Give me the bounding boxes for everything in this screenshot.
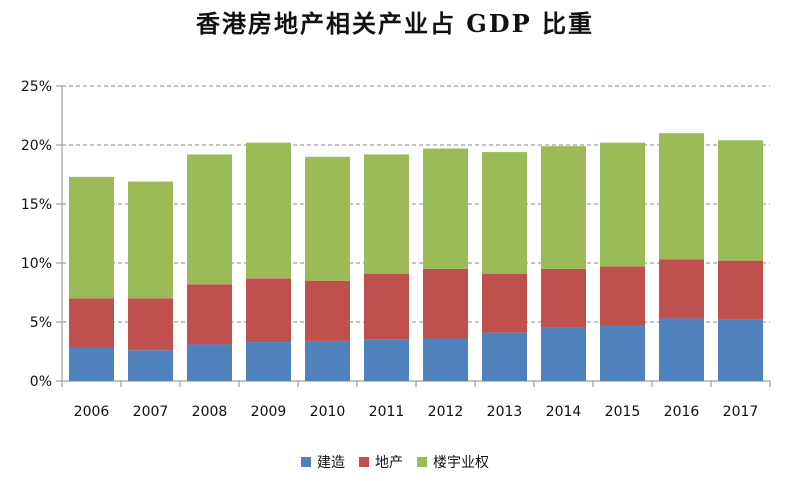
x-axis-tick-label: 2016 [664, 404, 700, 420]
y-axis-tick-label: 15% [21, 197, 52, 213]
bar-segment-building-ownership [541, 146, 586, 269]
x-axis-tick-label: 2012 [428, 404, 464, 420]
bar-segment-construction [423, 338, 468, 381]
bar-segment-construction [187, 344, 232, 381]
x-axis-tick-label: 2006 [74, 404, 110, 420]
bar-segment-real-estate [482, 273, 527, 333]
bar-segment-building-ownership [305, 156, 350, 281]
bar-segment-building-ownership [69, 176, 114, 299]
bar-segment-real-estate [718, 260, 763, 320]
x-axis-tick-label: 2013 [487, 404, 523, 420]
bar-segment-real-estate [659, 259, 704, 319]
x-axis-tick-label: 2010 [310, 404, 346, 420]
bar-segment-building-ownership [364, 154, 409, 274]
bar-segment-building-ownership [659, 133, 704, 260]
y-axis-tick-label: 0% [30, 374, 52, 390]
bar-segment-construction [69, 347, 114, 381]
bar-segment-construction [482, 332, 527, 381]
legend-item-real-estate: 地产 [359, 452, 403, 472]
bar-segment-building-ownership [187, 154, 232, 285]
x-axis-tick-label: 2017 [723, 404, 759, 420]
y-axis-tick-label: 20% [21, 138, 52, 154]
bar-segment-building-ownership [482, 152, 527, 274]
bar-segment-real-estate [305, 280, 350, 341]
x-axis-tick-label: 2009 [251, 404, 287, 420]
x-axis-tick-label: 2011 [369, 404, 405, 420]
bar-segment-building-ownership [246, 142, 291, 279]
legend-swatch-construction [301, 457, 311, 467]
legend-label-construction: 建造 [317, 455, 345, 471]
chart-title: 香港房地产相关产业占 GDP 比重 [195, 9, 595, 38]
bar-segment-construction [246, 342, 291, 381]
axes-layer [56, 85, 771, 387]
bar-segment-real-estate [128, 298, 173, 351]
bar-segment-real-estate [69, 298, 114, 348]
bar-segment-construction [364, 339, 409, 381]
y-axis-tick-label: 25% [21, 79, 52, 95]
grid-layer [62, 85, 770, 323]
bar-segment-building-ownership [128, 181, 173, 299]
bar-segment-construction [659, 318, 704, 381]
bar-segment-building-ownership [600, 142, 645, 267]
bar-segment-building-ownership [718, 140, 763, 261]
legend-item-building-ownership: 楼宇业权 [417, 452, 489, 472]
bar-segment-construction [128, 350, 173, 381]
bar-segment-real-estate [541, 268, 586, 328]
bar-segment-construction [600, 325, 645, 381]
x-axis-tick-label: 2014 [546, 404, 582, 420]
bar-segment-real-estate [246, 278, 291, 343]
bar-segment-construction [718, 319, 763, 381]
x-axis-tick-label: 2007 [133, 404, 169, 420]
x-axis-tick-label: 2008 [192, 404, 228, 420]
legend-swatch-building-ownership [417, 457, 427, 467]
bar-segment-real-estate [423, 268, 468, 339]
y-axis-tick-label: 10% [21, 256, 52, 272]
x-axis-tick-label: 2015 [605, 404, 641, 420]
bar-segment-building-ownership [423, 148, 468, 269]
chart-legend: 建造 地产 楼宇业权 [0, 452, 790, 472]
legend-label-building-ownership: 楼宇业权 [433, 455, 489, 471]
bar-segment-real-estate [364, 273, 409, 340]
legend-swatch-real-estate [359, 457, 369, 467]
bars-layer [69, 133, 763, 381]
y-axis-tick-label: 5% [30, 315, 52, 331]
legend-label-real-estate: 地产 [375, 455, 403, 471]
bar-segment-real-estate [600, 266, 645, 326]
legend-item-construction: 建造 [301, 452, 345, 472]
bar-segment-real-estate [187, 284, 232, 345]
x-axis-tick-labels: 2006 2007 2008 2009 2010 2011 2012 2013 2014 2015… [74, 404, 759, 420]
bar-segment-construction [541, 327, 586, 381]
bar-segment-construction [305, 340, 350, 381]
y-axis-tick-labels: 0% 5% 10% 15% 20% 25% [21, 79, 52, 390]
